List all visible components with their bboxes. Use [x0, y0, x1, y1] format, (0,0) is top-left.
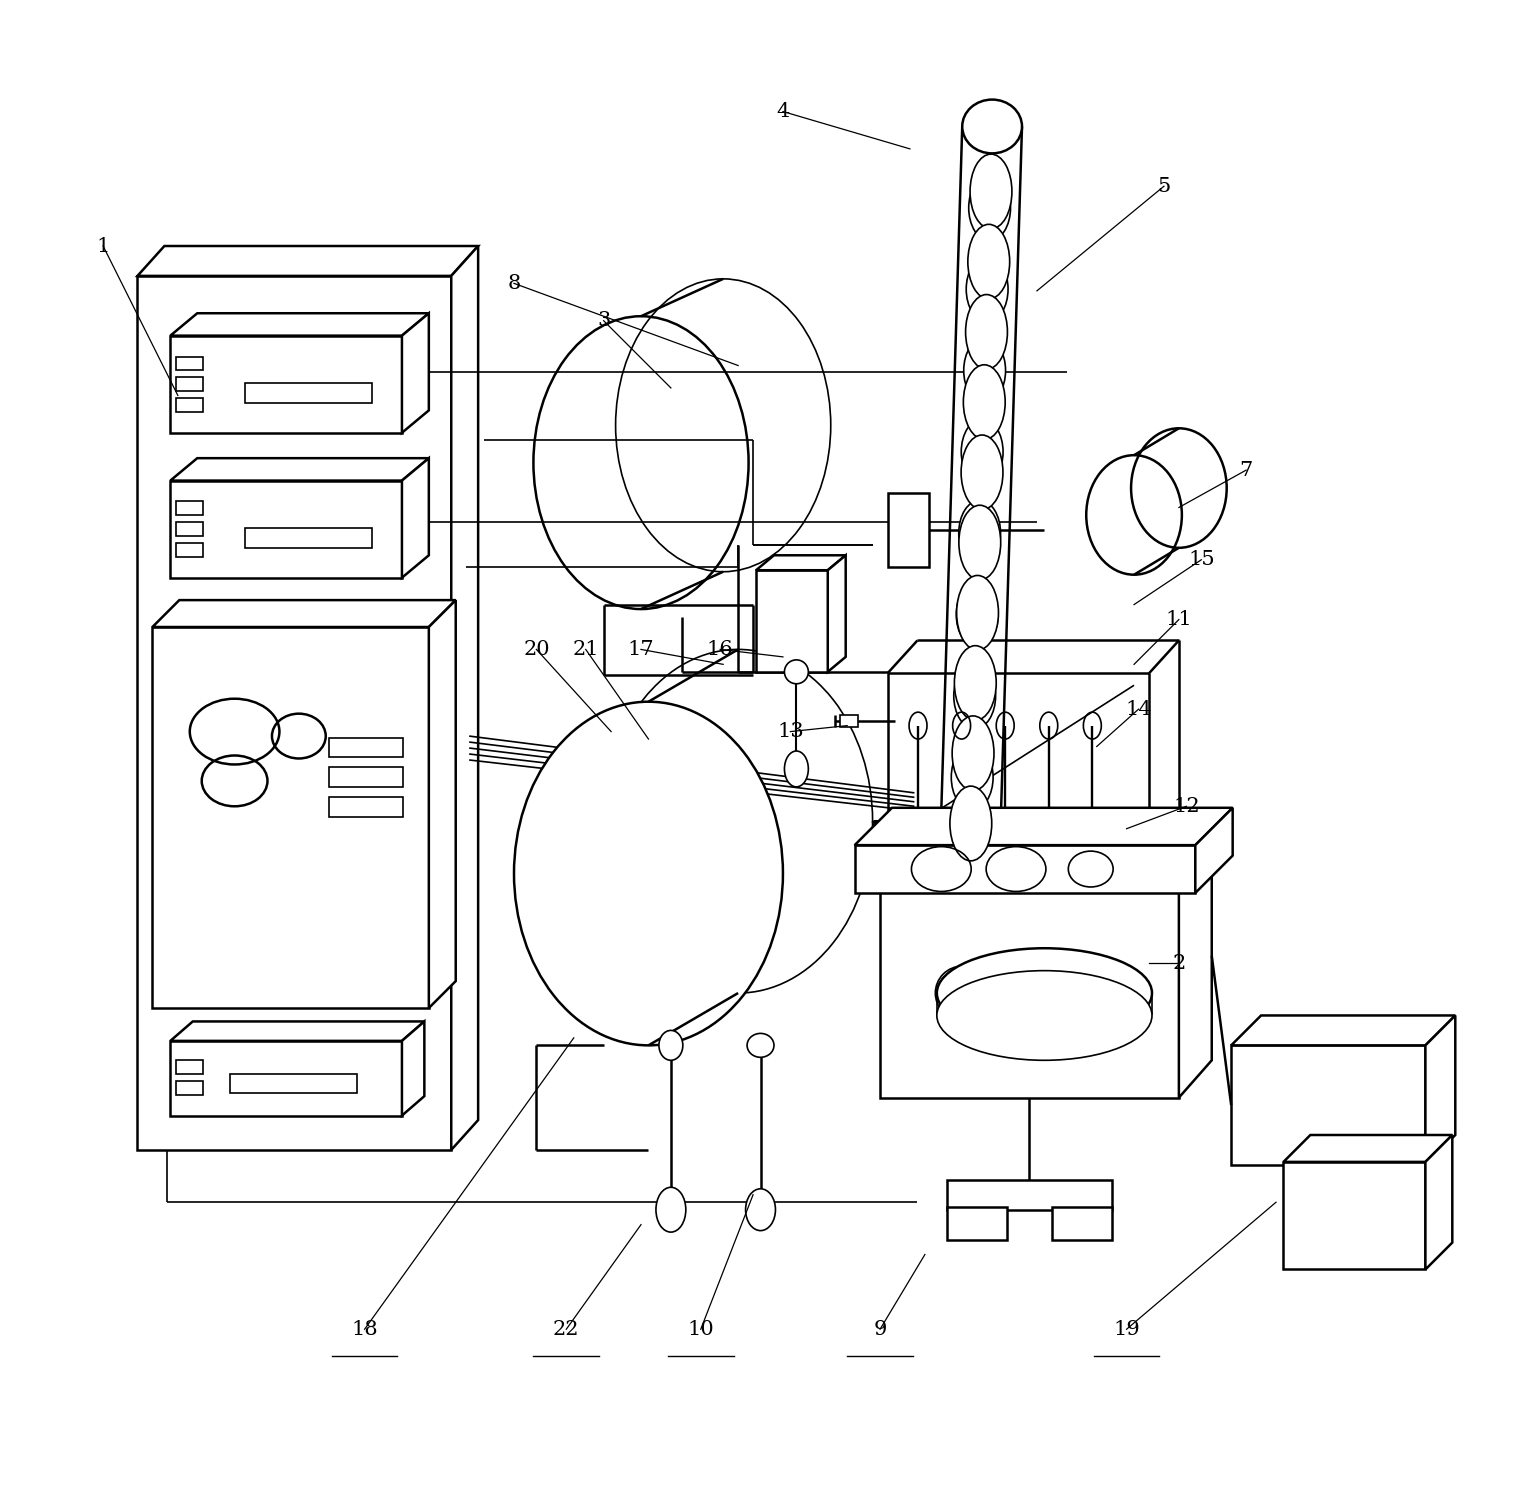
Text: 17: 17: [628, 639, 654, 659]
Bar: [329, 737, 404, 757]
Polygon shape: [170, 314, 429, 336]
Text: 3: 3: [598, 311, 610, 330]
Polygon shape: [1425, 1136, 1453, 1270]
Ellipse shape: [962, 100, 1021, 154]
Bar: [177, 356, 203, 369]
Bar: [177, 398, 203, 412]
Ellipse shape: [940, 832, 1000, 885]
Text: 13: 13: [777, 722, 803, 740]
Text: 7: 7: [1240, 460, 1253, 480]
Bar: [177, 1081, 203, 1095]
Ellipse shape: [954, 664, 995, 728]
Bar: [170, 481, 402, 578]
Polygon shape: [1284, 1136, 1453, 1161]
Ellipse shape: [957, 582, 998, 647]
Polygon shape: [756, 555, 846, 570]
Polygon shape: [152, 600, 456, 627]
Text: 2: 2: [1172, 953, 1186, 973]
Bar: [854, 844, 1195, 893]
Ellipse shape: [949, 786, 992, 861]
Bar: [177, 502, 203, 514]
Ellipse shape: [785, 661, 808, 683]
Bar: [1052, 1206, 1112, 1240]
Polygon shape: [1195, 808, 1233, 893]
Polygon shape: [1180, 851, 1212, 1098]
Text: 16: 16: [707, 639, 734, 659]
Bar: [840, 715, 857, 727]
Text: 4: 4: [776, 103, 790, 121]
Ellipse shape: [966, 256, 1008, 323]
Ellipse shape: [951, 745, 994, 810]
Ellipse shape: [952, 716, 994, 790]
Text: 19: 19: [1114, 1320, 1140, 1339]
Bar: [756, 570, 828, 673]
Text: 12: 12: [1174, 796, 1200, 816]
Text: 21: 21: [573, 639, 599, 659]
Bar: [177, 377, 203, 391]
Polygon shape: [1425, 1015, 1455, 1164]
Text: 8: 8: [507, 274, 521, 293]
Text: 20: 20: [524, 639, 550, 659]
Bar: [177, 522, 203, 535]
Bar: [170, 1041, 402, 1116]
Bar: [888, 493, 929, 567]
Bar: [152, 627, 429, 1007]
Polygon shape: [854, 808, 1233, 844]
Polygon shape: [429, 600, 456, 1007]
Text: 11: 11: [1166, 611, 1192, 629]
Bar: [329, 798, 404, 817]
Bar: [329, 768, 404, 787]
Ellipse shape: [966, 294, 1008, 369]
Bar: [246, 528, 372, 547]
Ellipse shape: [962, 419, 1003, 484]
Text: 15: 15: [1187, 550, 1215, 569]
Bar: [1232, 1045, 1425, 1164]
Polygon shape: [880, 851, 1212, 888]
Polygon shape: [170, 1021, 424, 1041]
Text: 9: 9: [874, 1320, 886, 1339]
Text: 1: 1: [97, 237, 109, 255]
Polygon shape: [828, 555, 846, 673]
Polygon shape: [402, 458, 429, 578]
Bar: [177, 1060, 203, 1074]
Polygon shape: [402, 1021, 424, 1116]
Ellipse shape: [963, 365, 1005, 439]
Ellipse shape: [954, 645, 997, 721]
Ellipse shape: [958, 501, 1000, 566]
Bar: [170, 336, 402, 433]
Bar: [246, 383, 372, 403]
Ellipse shape: [785, 751, 808, 787]
Ellipse shape: [971, 154, 1012, 229]
Ellipse shape: [656, 1187, 685, 1232]
Ellipse shape: [659, 1030, 684, 1060]
Ellipse shape: [962, 434, 1003, 510]
Polygon shape: [138, 246, 478, 276]
Text: 10: 10: [688, 1320, 714, 1339]
Text: 5: 5: [1157, 176, 1170, 196]
Bar: [138, 276, 452, 1151]
Ellipse shape: [937, 949, 1152, 1038]
Ellipse shape: [958, 505, 1001, 581]
Ellipse shape: [963, 338, 1006, 403]
Polygon shape: [402, 314, 429, 433]
Text: 22: 22: [553, 1320, 579, 1339]
Ellipse shape: [745, 1188, 776, 1231]
Ellipse shape: [968, 225, 1009, 299]
Text: 14: 14: [1126, 700, 1152, 719]
Ellipse shape: [937, 971, 1152, 1060]
Bar: [948, 1206, 1008, 1240]
Ellipse shape: [746, 1033, 774, 1057]
Bar: [177, 543, 203, 556]
Ellipse shape: [969, 175, 1011, 241]
Bar: [230, 1074, 356, 1093]
Bar: [1284, 1161, 1425, 1270]
Polygon shape: [452, 246, 478, 1151]
Bar: [880, 888, 1180, 1098]
Bar: [948, 1179, 1112, 1209]
Ellipse shape: [957, 576, 998, 650]
Text: 18: 18: [352, 1320, 378, 1339]
Polygon shape: [1232, 1015, 1455, 1045]
Ellipse shape: [515, 701, 783, 1045]
Polygon shape: [170, 458, 429, 481]
